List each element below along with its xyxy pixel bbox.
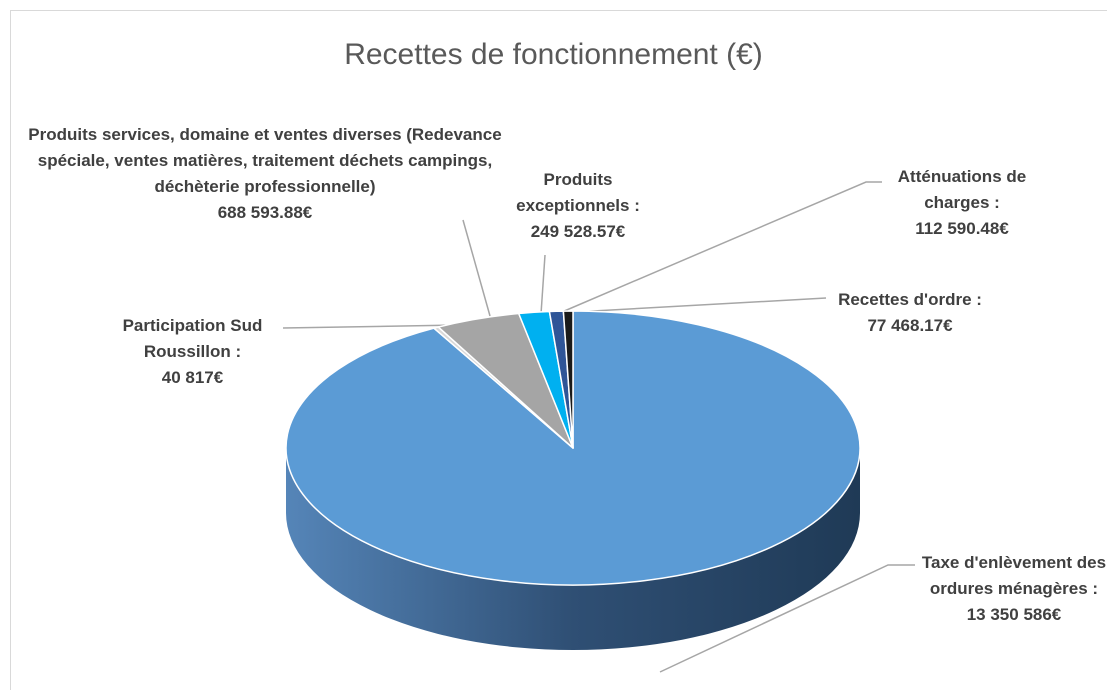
data-label: Taxe d'enlèvement des ordures ménagères … bbox=[918, 550, 1107, 628]
pie bbox=[285, 310, 861, 650]
label-value: 112 590.48€ bbox=[915, 219, 1009, 238]
label-category: Produits exceptionnels : bbox=[516, 170, 640, 215]
leader-line bbox=[561, 181, 882, 313]
label-value: 249 528.57€ bbox=[530, 222, 626, 241]
label-category: Produits services, domaine et ventes div… bbox=[28, 125, 502, 196]
data-label: Produits exceptionnels : 249 528.57€ bbox=[503, 167, 653, 245]
leader-line bbox=[659, 564, 915, 673]
chart-title: Recettes de fonctionnement (€) bbox=[344, 38, 763, 71]
slice-side bbox=[286, 448, 860, 650]
label-category: Atténuations de charges : bbox=[897, 167, 1027, 212]
data-label: Recettes d'ordre : 77 468.17€ bbox=[825, 287, 995, 339]
data-label: Atténuations de charges : 112 590.48€ bbox=[877, 164, 1047, 242]
slice bbox=[562, 310, 574, 449]
leader-line bbox=[540, 254, 546, 315]
leader-line bbox=[462, 219, 491, 317]
label-value: 688 593.88€ bbox=[217, 203, 313, 222]
leader-lines bbox=[282, 181, 915, 673]
label-value: 77 468.17€ bbox=[867, 316, 953, 335]
label-value: 13 350 586€ bbox=[966, 605, 1062, 624]
label-value: 40 817€ bbox=[161, 368, 224, 387]
data-label: Produits services, domaine et ventes div… bbox=[18, 122, 512, 226]
leader-line bbox=[282, 324, 461, 329]
leader-line bbox=[574, 297, 827, 313]
chart-frame bbox=[10, 10, 1107, 690]
label-category: Recettes d'ordre : bbox=[838, 290, 982, 309]
data-label: Participation Sud Roussillon : 40 817€ bbox=[110, 313, 275, 391]
label-category: Participation Sud Roussillon : bbox=[122, 316, 263, 361]
label-category: Taxe d'enlèvement des ordures ménagères … bbox=[921, 553, 1107, 598]
